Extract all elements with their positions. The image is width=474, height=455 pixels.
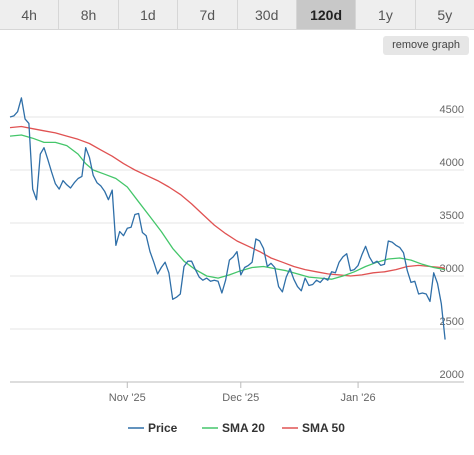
legend-item-sma-20[interactable]: SMA 20 — [222, 421, 265, 435]
tab-4h[interactable]: 4h — [0, 0, 60, 29]
series-line-sma-20 — [9, 134, 446, 280]
tab-30d[interactable]: 30d — [238, 0, 297, 29]
y-tick-label: 2500 — [440, 316, 464, 328]
tab-120d[interactable]: 120d — [296, 0, 357, 29]
x-tick-label: Jan '26 — [340, 392, 375, 404]
y-tick-label: 2000 — [440, 369, 464, 381]
y-tick-label: 4000 — [440, 157, 464, 169]
tab-8h[interactable]: 8h — [59, 0, 119, 29]
tab-5y[interactable]: 5y — [437, 7, 453, 23]
y-tick-label: 3000 — [440, 263, 464, 275]
y-tick-label: 4500 — [440, 104, 464, 116]
legend-item-price[interactable]: Price — [148, 421, 178, 435]
x-tick-label: Nov '25 — [109, 392, 146, 404]
series-line-sma-50 — [9, 125, 446, 277]
legend-item-sma-50[interactable]: SMA 50 — [302, 421, 345, 435]
x-tick-label: Dec '25 — [222, 392, 259, 404]
timeframe-tabs: 4h 8h 1d 7d 30d 120d 1y 5y — [0, 0, 474, 30]
remove-graph-button[interactable]: remove graph — [383, 36, 469, 55]
tab-1y[interactable]: 1y — [356, 0, 416, 29]
tab-7d[interactable]: 7d — [178, 0, 238, 29]
y-tick-label: 3500 — [440, 210, 464, 222]
price-chart: 2000 2500 3000 3500 4000 4500 Nov '25 Dec '25 Ja… — [9, 97, 464, 435]
tab-1d[interactable]: 1d — [119, 0, 179, 29]
series-line-price — [9, 97, 446, 340]
